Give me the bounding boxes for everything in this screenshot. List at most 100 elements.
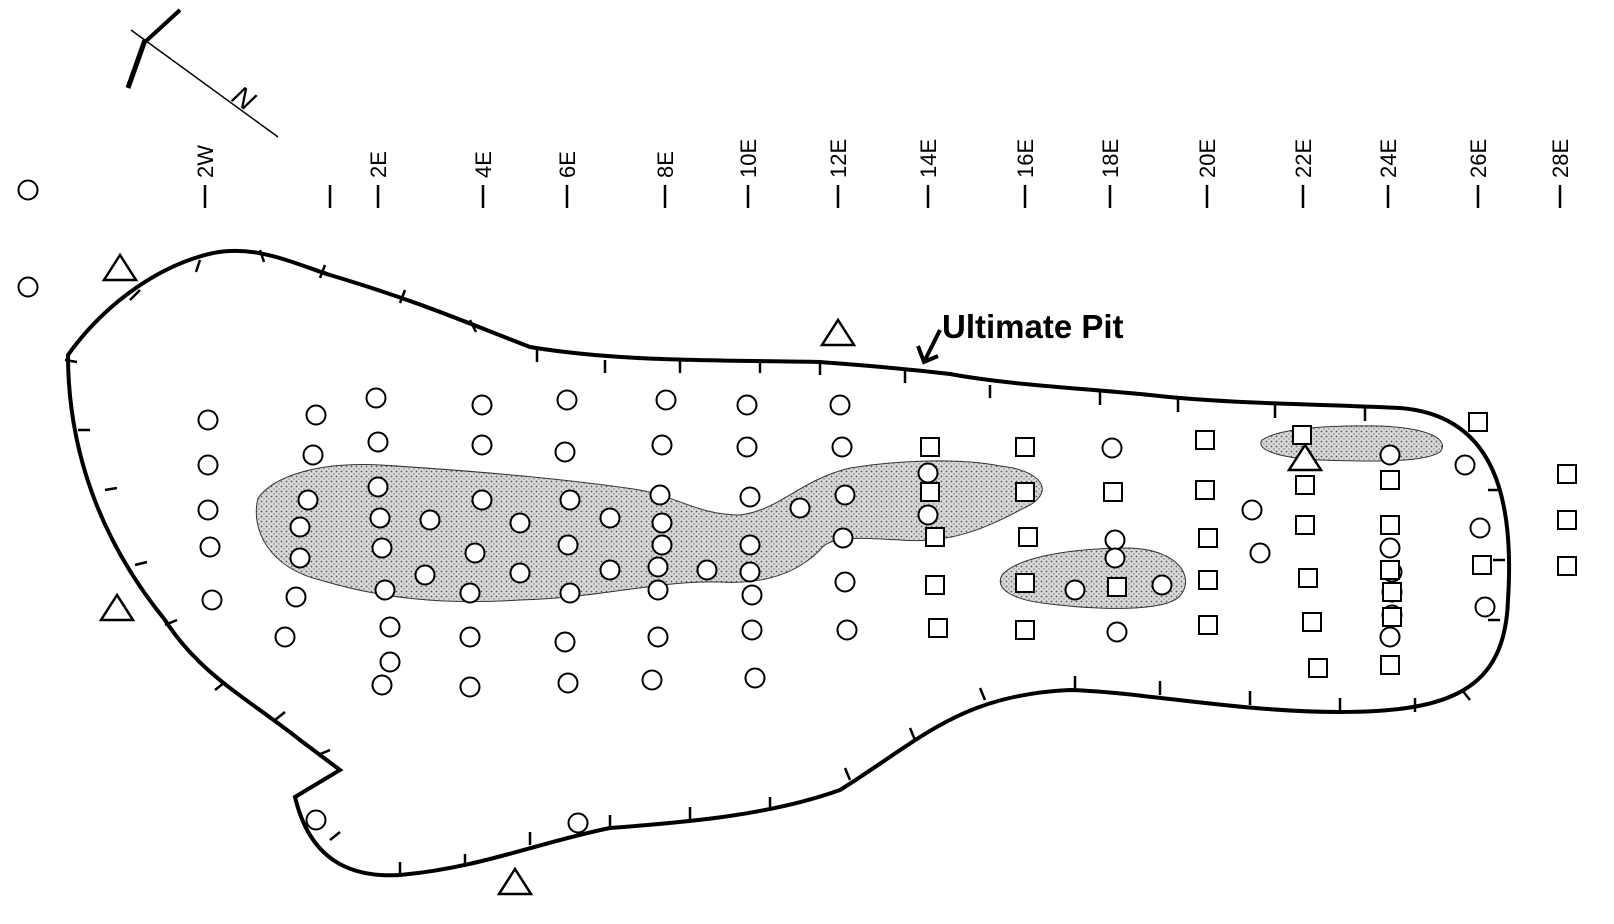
section-label: 26E	[1466, 139, 1491, 178]
drillhole-square-icon	[1380, 515, 1400, 535]
drillhole-circle-icon	[459, 582, 481, 604]
drillhole-circle-icon	[1101, 437, 1123, 459]
survey-triangle-icon	[496, 866, 534, 896]
drillhole-circle-icon	[1106, 621, 1128, 643]
drillhole-circle-icon	[289, 547, 311, 569]
drillhole-circle-icon	[464, 542, 486, 564]
drillhole-circle-icon	[832, 527, 854, 549]
drillhole-square-icon	[1380, 560, 1400, 580]
drillhole-circle-icon	[371, 537, 393, 559]
drillhole-circle-icon	[554, 441, 576, 463]
drillhole-circle-icon	[567, 812, 589, 834]
drillhole-circle-icon	[655, 389, 677, 411]
drillhole-circle-icon	[696, 559, 718, 581]
drillhole-circle-icon	[509, 512, 531, 534]
drillhole-square-icon	[928, 618, 948, 638]
drillhole-circle-icon	[197, 409, 219, 431]
drillhole-square-icon	[1107, 577, 1127, 597]
drillhole-circle-icon	[371, 674, 393, 696]
drillhole-circle-icon	[559, 489, 581, 511]
drillhole-circle-icon	[274, 626, 296, 648]
survey-triangle-icon	[1286, 442, 1324, 472]
drillhole-circle-icon	[739, 561, 761, 583]
drillhole-circle-icon	[419, 509, 441, 531]
section-label: 8E	[653, 151, 678, 178]
drillhole-circle-icon	[374, 579, 396, 601]
drillhole-square-icon	[1302, 612, 1322, 632]
drillhole-circle-icon	[1469, 517, 1491, 539]
drillhole-square-icon	[1298, 568, 1318, 588]
drillhole-circle-icon	[1379, 537, 1401, 559]
section-label: 22E	[1291, 139, 1316, 178]
drillhole-circle-icon	[651, 512, 673, 534]
pit-label-arrow-icon	[916, 329, 942, 365]
drillhole-square-icon	[1382, 607, 1402, 627]
drillhole-circle-icon	[365, 387, 387, 409]
section-label: 20E	[1195, 139, 1220, 178]
section-label: 6E	[555, 151, 580, 178]
drillhole-circle-icon	[917, 462, 939, 484]
drillhole-square-icon	[1557, 464, 1577, 484]
drillhole-circle-icon	[289, 516, 311, 538]
drillhole-square-icon	[1380, 470, 1400, 490]
drillhole-square-icon	[1015, 437, 1035, 457]
drillhole-square-icon	[1557, 510, 1577, 530]
section-label: 10E	[736, 139, 761, 178]
drillhole-circle-icon	[1104, 529, 1126, 551]
drillhole-square-icon	[925, 575, 945, 595]
section-label: 4E	[471, 151, 496, 178]
drillhole-square-icon	[1198, 528, 1218, 548]
drillhole-circle-icon	[647, 579, 669, 601]
drillhole-circle-icon	[647, 556, 669, 578]
ore-zone-south	[999, 547, 1186, 609]
drillhole-circle-icon	[297, 489, 319, 511]
drillhole-circle-icon	[651, 534, 673, 556]
drillhole-circle-icon	[1151, 574, 1173, 596]
pit-label: Ultimate Pit	[942, 308, 1124, 345]
drillhole-square-icon	[1198, 615, 1218, 635]
drillhole-circle-icon	[736, 394, 758, 416]
survey-triangle-icon	[101, 252, 139, 282]
drillhole-circle-icon	[305, 809, 327, 831]
section-label: 14E	[916, 139, 941, 178]
drillhole-circle-icon	[836, 619, 858, 641]
drillhole-circle-icon	[1104, 547, 1126, 569]
drillhole-circle-icon	[459, 676, 481, 698]
section-label: 24E	[1376, 139, 1401, 178]
section-label: 28E	[1548, 139, 1573, 178]
drillhole-square-icon	[1472, 555, 1492, 575]
section-label: 16E	[1013, 139, 1038, 178]
drillhole-circle-icon	[471, 394, 493, 416]
north-arrow-letter: N	[227, 80, 262, 117]
section-label: 2E	[366, 151, 391, 178]
section-label: 12E	[826, 139, 851, 178]
drillhole-square-icon	[1015, 573, 1035, 593]
drillhole-circle-icon	[559, 582, 581, 604]
drillhole-circle-icon	[197, 454, 219, 476]
drillhole-circle-icon	[741, 584, 763, 606]
drillhole-circle-icon	[917, 504, 939, 526]
drillhole-circle-icon	[471, 434, 493, 456]
drillhole-circle-icon	[557, 534, 579, 556]
drillhole-square-icon	[1018, 527, 1038, 547]
drillhole-circle-icon	[647, 626, 669, 648]
drillhole-square-icon	[1015, 620, 1035, 640]
drillhole-circle-icon	[641, 669, 663, 691]
drillhole-square-icon	[1380, 655, 1400, 675]
drillhole-square-icon	[1557, 556, 1577, 576]
drillhole-circle-icon	[367, 476, 389, 498]
drillhole-squares	[920, 412, 1577, 678]
drillhole-square-icon	[1198, 570, 1218, 590]
survey-triangles	[98, 252, 1324, 896]
drillhole-circle-icon	[739, 534, 761, 556]
ultimate-pit-outline	[65, 248, 1512, 878]
drillhole-circle-icon	[302, 444, 324, 466]
drillhole-square-icon	[920, 437, 940, 457]
section-label: 2W	[193, 145, 218, 178]
drillhole-circle-icon	[599, 507, 621, 529]
drillhole-circle-icon	[741, 619, 763, 641]
section-grid-labels: 2W 2E 4E 6E 8E 10E 12E 14E 16E 18E 20E 22E 24E 26E 28E	[193, 139, 1573, 208]
drillhole-circle-icon	[1454, 454, 1476, 476]
drillhole-circle-icon	[1241, 499, 1263, 521]
drillhole-square-icon	[1382, 582, 1402, 602]
